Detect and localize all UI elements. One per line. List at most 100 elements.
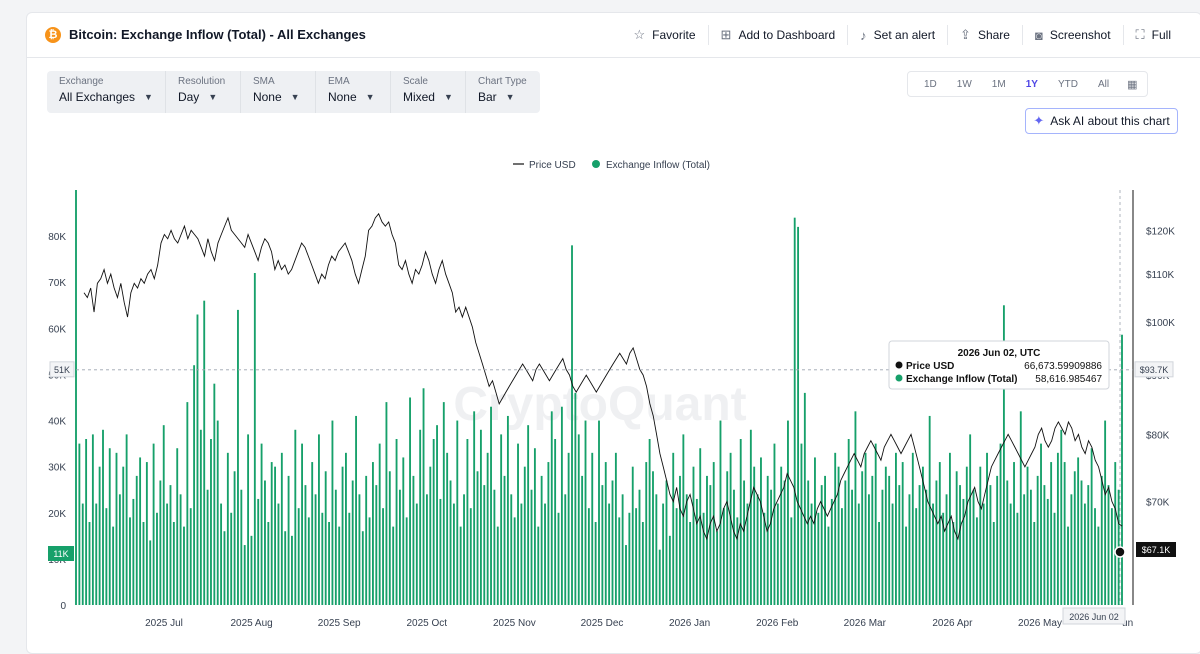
inflow-bar	[355, 415, 357, 605]
inflow-bar	[257, 498, 260, 605]
camera-icon: ◙	[1034, 27, 1043, 43]
inflow-bar	[385, 402, 388, 605]
inflow-bar	[648, 439, 651, 605]
chart-type-select[interactable]: Chart Type Bar ▼	[466, 71, 540, 113]
inflow-bar	[891, 503, 894, 605]
crosshair-right-label-box	[1134, 361, 1174, 378]
legend-price-label: Price USD	[529, 160, 576, 171]
inflow-bar	[895, 452, 897, 605]
inflow-bar	[527, 425, 530, 605]
inflow-bar	[483, 485, 486, 605]
inflow-bar	[810, 503, 813, 605]
inflow-bar	[608, 503, 611, 605]
inflow-bar	[166, 503, 169, 605]
price-value-badge	[1136, 542, 1176, 557]
calendar-icon[interactable]: ▦	[1127, 78, 1138, 91]
resolution-label: Resolution	[177, 76, 226, 87]
scale-select[interactable]: Scale Mixed ▼	[391, 71, 466, 113]
range-1w[interactable]: 1W	[956, 78, 972, 90]
inflow-bar	[614, 452, 617, 605]
legend-inflow-label: Exchange Inflow (Total)	[606, 160, 710, 171]
inflow-bar	[645, 462, 648, 605]
inflow-bar	[88, 522, 91, 605]
inflow-bar	[112, 526, 115, 605]
inflow-bar	[425, 494, 428, 605]
inflow-bar	[915, 508, 918, 605]
chevron-down-icon: ▼	[443, 92, 453, 102]
range-1m[interactable]: 1M	[991, 78, 1006, 90]
inflow-bar	[432, 439, 435, 605]
inflow-bar	[321, 512, 324, 605]
inflow-bar	[986, 452, 988, 605]
inflow-bar	[854, 411, 857, 605]
sma-label: SMA	[252, 76, 275, 87]
share-button[interactable]: ⇪ Share	[947, 25, 1022, 45]
inflow-bar	[955, 471, 958, 605]
inflow-bar	[921, 466, 924, 605]
inflow-bar	[733, 489, 735, 605]
inflow-bar	[476, 471, 479, 605]
inflow-bar	[1006, 480, 1009, 605]
inflow-bar	[571, 245, 573, 605]
inflow-bar	[91, 434, 94, 605]
inflow-bar	[1043, 485, 1046, 605]
inflow-bar	[102, 429, 104, 605]
full-button[interactable]: ⛶ Full	[1122, 25, 1183, 45]
set-alert-label: Set an alert	[873, 28, 936, 42]
inflow-bar	[1056, 452, 1059, 605]
inflow-bar	[530, 489, 533, 605]
inflow-bar	[770, 489, 773, 605]
inflow-bar	[398, 489, 401, 605]
inflow-bar	[378, 443, 381, 605]
inflow-bar	[1009, 503, 1012, 605]
tooltip-price-value: 66,673.59909886	[1024, 361, 1102, 372]
inflow-bar	[709, 485, 712, 605]
x-tick-label: 2025 Sep	[318, 618, 361, 629]
inflow-bar	[932, 503, 934, 605]
inflow-bar	[1077, 457, 1080, 605]
range-1y[interactable]: 1Y	[1025, 78, 1038, 90]
range-all[interactable]: All	[1097, 78, 1110, 90]
favorite-button[interactable]: ☆ Favorite	[622, 25, 708, 45]
ema-select[interactable]: EMA None ▼	[316, 71, 391, 113]
inflow-bar	[830, 498, 833, 605]
inflow-bar	[1114, 462, 1117, 605]
inflow-bar	[243, 545, 246, 605]
inflow-bar	[766, 475, 769, 605]
inflow-bar	[587, 508, 590, 605]
inflow-bar	[857, 503, 860, 605]
y-left-tick-label: 30K	[48, 463, 66, 474]
ask-ai-button[interactable]: ✦ Ask AI about this chart	[1025, 108, 1178, 134]
inflow-bar	[540, 475, 543, 605]
inflow-bar	[270, 462, 273, 605]
inflow-bar	[675, 508, 678, 605]
inflow-bar	[193, 365, 196, 605]
range-1d[interactable]: 1D	[924, 78, 937, 90]
set-alert-button[interactable]: ♪ Set an alert	[847, 25, 947, 45]
inflow-bar	[868, 494, 870, 605]
inflow-bar	[129, 517, 131, 605]
inflow-bar	[763, 512, 766, 605]
exchange-select[interactable]: Exchange All Exchanges ▼	[47, 71, 166, 113]
inflow-bar	[567, 452, 570, 605]
screenshot-button[interactable]: ◙ Screenshot	[1021, 25, 1123, 45]
sma-select[interactable]: SMA None ▼	[241, 71, 316, 113]
inflow-bar	[861, 471, 864, 605]
inflow-bar	[237, 309, 239, 605]
resolution-select[interactable]: Resolution Day ▼	[166, 71, 241, 113]
inflow-bar	[81, 503, 84, 605]
inflow-bar	[419, 429, 422, 605]
inflow-bar	[864, 452, 867, 605]
inflow-bar	[216, 420, 219, 605]
inflow-bar	[513, 517, 516, 605]
inflow-bar	[533, 448, 536, 605]
inflow-bar	[274, 466, 277, 605]
inflow-bar	[844, 480, 847, 605]
chart-title: Bitcoin: Exchange Inflow (Total) - All E…	[69, 27, 366, 42]
inflow-bar	[581, 475, 584, 605]
inflow-bar	[196, 314, 199, 605]
range-ytd[interactable]: YTD	[1057, 78, 1078, 90]
inflow-bar	[982, 503, 985, 605]
add-to-dashboard-button[interactable]: ⊞ Add to Dashboard	[707, 25, 848, 45]
inflow-bar	[962, 498, 965, 605]
